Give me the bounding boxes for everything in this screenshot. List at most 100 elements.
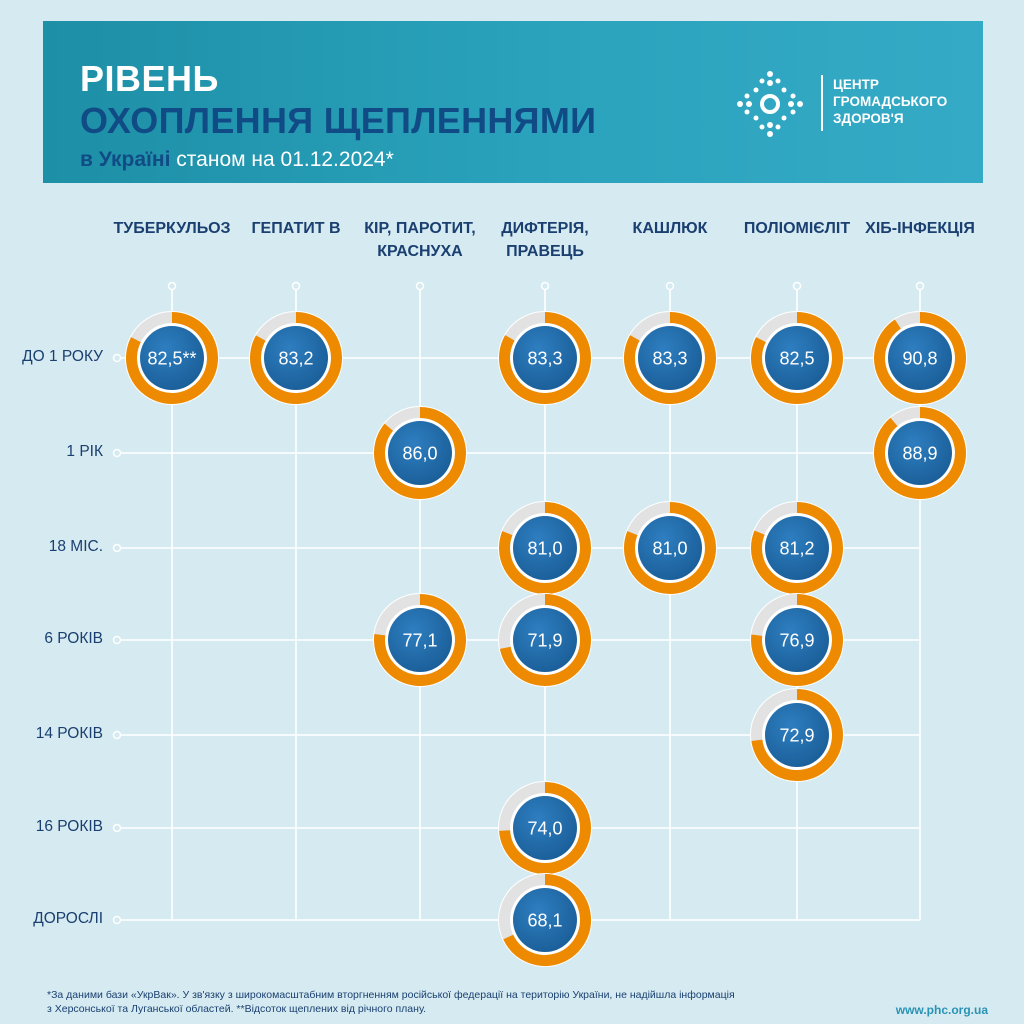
grid-dot: [665, 281, 675, 291]
coverage-arc: [751, 594, 843, 686]
column-header-line: ХІБ-ІНФЕКЦІЯ: [865, 220, 975, 237]
coverage-arc: [624, 312, 716, 404]
coverage-bubble: 81,0: [623, 501, 717, 595]
row-header: 6 РОКІВ: [44, 630, 103, 647]
grid-dot: [112, 635, 122, 645]
column-header: ПОЛІОМІЄЛІТ: [722, 217, 872, 240]
logo-line-3: ЗДОРОВ'Я: [833, 111, 904, 126]
column-header-line: ТУБЕРКУЛЬОЗ: [113, 220, 231, 237]
coverage-value: 86,0: [402, 444, 437, 464]
coverage-value: 76,9: [779, 631, 814, 651]
grid-dot: [112, 353, 122, 363]
coverage-arc: [499, 502, 591, 594]
grid-dot: [112, 543, 122, 553]
subtitle-date: станом на 01.12.2024*: [170, 148, 394, 171]
coverage-bubble: 68,1: [498, 873, 592, 967]
title-line-2: ОХОПЛЕННЯ ЩЕПЛЕННЯМИ: [80, 100, 597, 141]
coverage-value: 83,2: [278, 349, 313, 369]
column-header-line: ПРАВЕЦЬ: [506, 243, 584, 260]
grid-dot: [167, 281, 177, 291]
coverage-value: 77,1: [402, 631, 437, 651]
column-header-line: КІР, ПАРОТИТ,: [364, 220, 476, 237]
coverage-value: 83,3: [652, 349, 687, 369]
coverage-disc: [513, 326, 577, 390]
coverage-disc: [513, 796, 577, 860]
logo-divider: [821, 75, 823, 131]
coverage-bubble: 82,5**: [125, 311, 219, 405]
coverage-bubble: 82,5: [750, 311, 844, 405]
website-link[interactable]: www.phc.org.ua: [895, 1003, 988, 1017]
coverage-disc: [513, 608, 577, 672]
coverage-arc: [499, 782, 591, 874]
coverage-bubble: 86,0: [373, 406, 467, 500]
coverage-arc: [250, 312, 342, 404]
grid-dot: [792, 281, 802, 291]
coverage-bubble: 74,0: [498, 781, 592, 875]
column-header-line: ГЕПАТИТ В: [251, 220, 341, 237]
grid-dot: [540, 281, 550, 291]
coverage-arc: [499, 312, 591, 404]
logo-line-1: ЦЕНТР: [833, 77, 879, 92]
footnote-line-2: з Херсонської та Луганської областей. **…: [47, 1003, 427, 1015]
coverage-bubble: 88,9: [873, 406, 967, 500]
coverage-value: 88,9: [902, 444, 937, 464]
coverage-bubble: 72,9: [750, 688, 844, 782]
coverage-value: 71,9: [527, 631, 562, 651]
footnote: *За даними бази «УкрВак». У зв'язку з ши…: [47, 988, 735, 1016]
coverage-bubble: 81,0: [498, 501, 592, 595]
grid-dot: [291, 281, 301, 291]
coverage-disc: [388, 421, 452, 485]
row-header: 16 РОКІВ: [35, 818, 103, 835]
subtitle: в Україні станом на 01.12.2024*: [80, 148, 394, 172]
coverage-value: 81,0: [652, 539, 687, 559]
column-header: ХІБ-ІНФЕКЦІЯ: [845, 217, 995, 240]
coverage-arc: [499, 594, 591, 686]
coverage-disc: [638, 326, 702, 390]
column-header-line: КРАСНУХА: [377, 243, 463, 260]
coverage-bubble: 90,8: [873, 311, 967, 405]
coverage-disc: [638, 516, 702, 580]
column-header: ГЕПАТИТ В: [221, 217, 371, 240]
coverage-disc: [264, 326, 328, 390]
column-header: ДИФТЕРІЯ, ПРАВЕЦЬ: [470, 217, 620, 263]
coverage-disc: [513, 888, 577, 952]
grid-dot: [915, 281, 925, 291]
logo-text: ЦЕНТР ГРОМАДСЬКОГО ЗДОРОВ'Я: [833, 76, 947, 127]
coverage-bubble: 71,9: [498, 593, 592, 687]
coverage-value: 68,1: [527, 911, 562, 931]
coverage-disc: [765, 608, 829, 672]
coverage-arc: [874, 407, 966, 499]
subtitle-bold: в Україні: [80, 148, 171, 171]
coverage-value: 72,9: [779, 726, 814, 746]
column-header-line: ДИФТЕРІЯ,: [501, 220, 589, 237]
coverage-arc: [751, 689, 843, 781]
coverage-value: 82,5**: [147, 349, 196, 369]
coverage-value: 83,3: [527, 349, 562, 369]
logo-icon: [737, 71, 803, 137]
row-header: 18 МІС.: [48, 538, 103, 555]
coverage-arc: [374, 407, 466, 499]
coverage-bubble: 81,2: [750, 501, 844, 595]
grid-dot: [112, 730, 122, 740]
coverage-value: 82,5: [779, 349, 814, 369]
title-line-1: РІВЕНЬ: [80, 58, 219, 99]
coverage-bubble: 76,9: [750, 593, 844, 687]
coverage-value: 81,0: [527, 539, 562, 559]
coverage-arc: [126, 312, 218, 404]
coverage-disc: [765, 326, 829, 390]
coverage-disc: [388, 608, 452, 672]
coverage-bubble: 83,3: [623, 311, 717, 405]
column-header-line: ПОЛІОМІЄЛІТ: [743, 220, 851, 237]
coverage-arc: [874, 312, 966, 404]
coverage-arc: [751, 502, 843, 594]
footnote-line-1: *За даними бази «УкрВак». У зв'язку з ши…: [47, 989, 735, 1001]
column-header: КАШЛЮК: [595, 217, 745, 240]
coverage-arc: [503, 874, 591, 966]
coverage-disc: [140, 326, 204, 390]
title-banner: [43, 21, 983, 183]
coverage-arc: [751, 312, 843, 404]
coverage-arc: [374, 594, 466, 686]
row-header: 14 РОКІВ: [35, 725, 103, 742]
column-header: ТУБЕРКУЛЬОЗ: [97, 217, 247, 240]
coverage-bubble: 77,1: [373, 593, 467, 687]
